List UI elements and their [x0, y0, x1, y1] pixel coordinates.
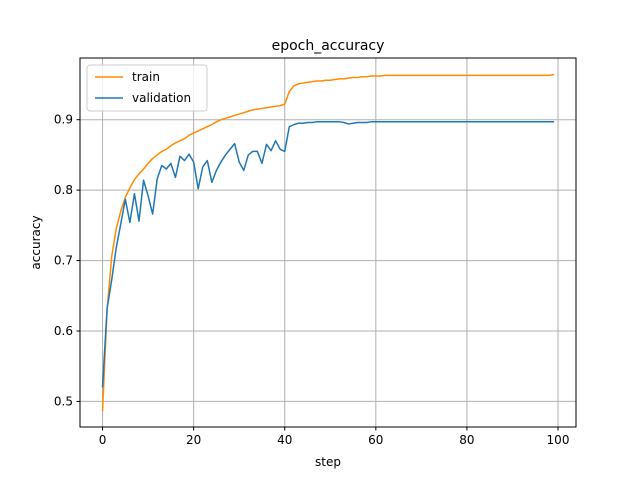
y-tick-label: 0.6 [54, 324, 73, 338]
x-axis-label: step [315, 455, 341, 469]
series-lines [101, 73, 555, 412]
y-tick-label: 0.8 [54, 183, 73, 197]
plot-frame [79, 57, 577, 428]
series-line-train [101, 73, 555, 412]
axis-ticks: 0 20 40 60 80 100 0.5 0.6 0.7 0.8 0.9 [54, 113, 570, 447]
legend: train validation [86, 64, 208, 112]
y-tick-label: 0.9 [54, 113, 73, 127]
x-tick-label: 40 [277, 433, 292, 447]
series-line-validation [101, 121, 555, 388]
x-tick-label: 60 [368, 433, 383, 447]
x-tick-label: 100 [547, 433, 570, 447]
y-tick-label: 0.5 [54, 394, 73, 408]
x-tick-label: 20 [186, 433, 201, 447]
legend-validation-label: validation [132, 91, 191, 105]
x-tick-label: 80 [459, 433, 474, 447]
legend-train-label: train [132, 70, 160, 84]
x-tick-label: 0 [99, 433, 107, 447]
y-axis-label: accuracy [29, 215, 43, 269]
chart-title: epoch_accuracy [272, 38, 385, 54]
y-tick-label: 0.7 [54, 254, 73, 268]
grid [80, 58, 576, 427]
